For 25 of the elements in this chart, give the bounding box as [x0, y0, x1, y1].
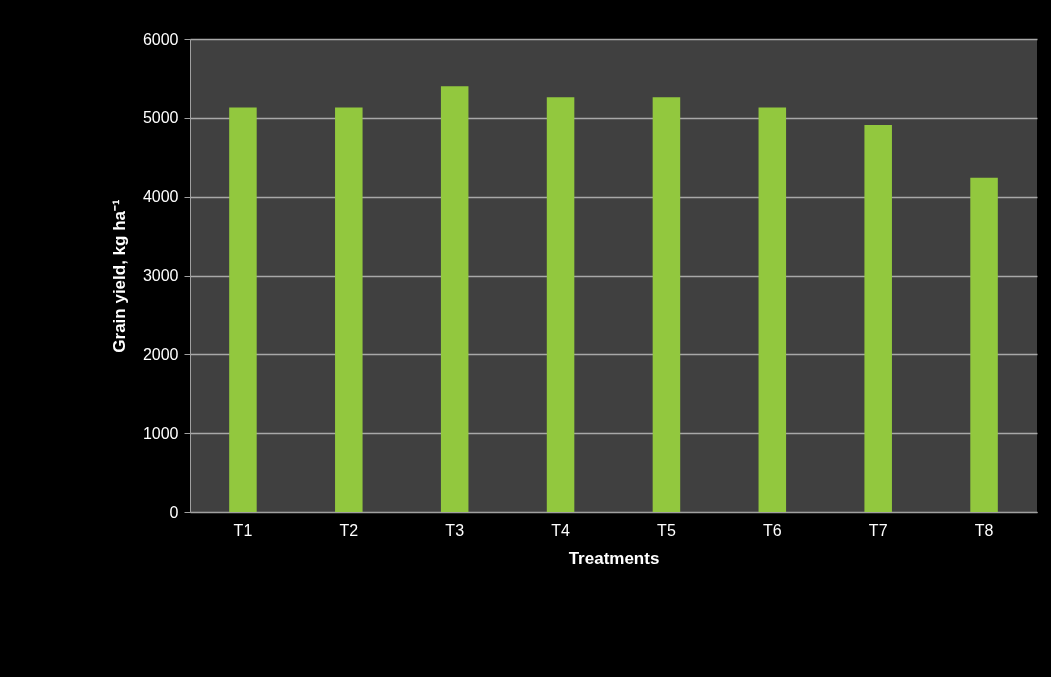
x-tick-label: T5	[657, 521, 676, 539]
y-tick-label: 6000	[142, 30, 179, 48]
y-axis-title: Grain yield, kg ha⁻¹	[109, 198, 129, 353]
bar	[229, 107, 257, 512]
y-tick-label: 0	[169, 503, 179, 521]
x-tick-label: T3	[445, 521, 465, 539]
bar	[546, 97, 575, 512]
y-tick-label: 5000	[142, 109, 179, 127]
bar	[970, 177, 998, 512]
bar	[758, 107, 787, 512]
bar	[440, 86, 469, 512]
bar	[335, 107, 363, 512]
x-axis-title: Treatments	[568, 548, 660, 568]
x-tick-label: T1	[233, 521, 253, 539]
x-tick-label: T6	[762, 521, 782, 539]
y-tick-label: 1000	[142, 424, 179, 442]
bar	[864, 124, 892, 512]
x-tick-label: T7	[868, 521, 888, 539]
x-tick-label: T4	[551, 521, 570, 539]
x-tick-label: T2	[339, 521, 359, 539]
y-tick-label: 3000	[142, 267, 179, 284]
bar	[652, 97, 681, 512]
y-tick-label: 4000	[142, 188, 179, 206]
x-tick-label: T8	[974, 521, 994, 539]
y-tick-label: 2000	[142, 345, 179, 363]
